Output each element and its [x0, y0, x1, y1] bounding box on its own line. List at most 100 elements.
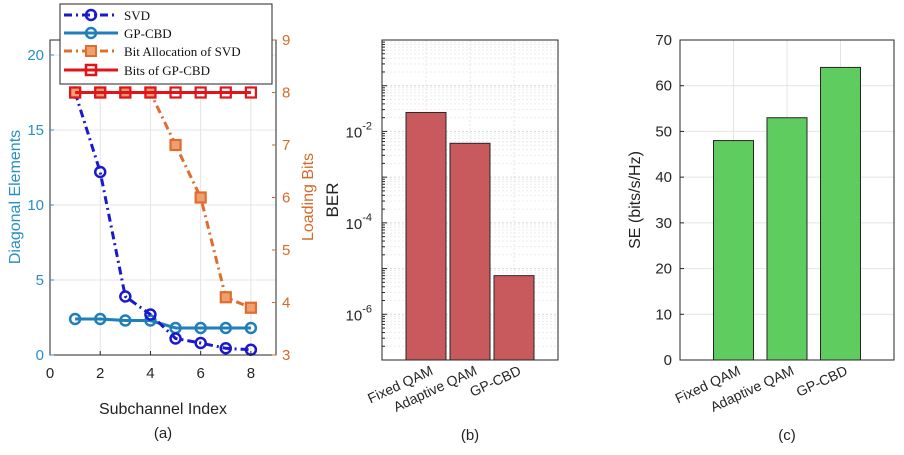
point-bits-gp-cbd: [169, 86, 182, 99]
point-bits-gp-cbd: [69, 86, 82, 99]
caption-a: (a): [154, 425, 172, 442]
y-tick-label: 10: [655, 306, 672, 323]
legend-a: SVD GP-CBD Bit Allocation of SVD Bits of…: [59, 3, 273, 85]
legend-marker-bits-gp-cbd: [84, 63, 98, 77]
plot-frame-b: [381, 39, 559, 361]
y-tick-label: 10-2: [346, 120, 372, 141]
point-bits-gp-cbd: [144, 86, 157, 99]
y-tick-exponent: -6: [362, 303, 372, 315]
legend-entry-bit-allocation-svd: Bit Allocation of SVD: [64, 44, 241, 59]
right-y-tick-label: 7: [282, 137, 290, 154]
y-tick-label: 10-6: [346, 303, 372, 324]
right-y-tick-label: 9: [282, 32, 290, 49]
point-bit-allocation-svd: [194, 191, 207, 204]
point-bit-allocation-svd: [169, 138, 182, 152]
y-tick-label: 70: [655, 32, 672, 49]
y-tick-label: 60: [655, 78, 672, 95]
plot-area-a: [50, 40, 276, 355]
y-tick-base: 10: [346, 307, 363, 324]
right-y-axis-label-a: Loading Bits: [300, 153, 317, 241]
y-tick-exponent: -4: [362, 212, 372, 224]
x-tick-label: 2: [96, 365, 104, 382]
y-tick-label: 10-4: [346, 212, 372, 233]
point-bits-gp-cbd: [194, 86, 207, 99]
y-tick-exponent: -2: [362, 120, 372, 132]
y-tick-label: 40: [655, 169, 672, 186]
y-tick-base: 10: [346, 124, 363, 141]
legend-marker-svd: [84, 8, 98, 22]
y-tick-base: 10: [346, 216, 363, 233]
point-svd: [169, 332, 182, 345]
y-tick-label: 20: [655, 261, 672, 278]
point-gp-cbd: [219, 321, 233, 335]
point-svd: [93, 165, 107, 179]
x-tick-label: 8: [247, 365, 255, 382]
right-y-tick-label: 5: [282, 242, 290, 259]
bars-c: [713, 66, 861, 361]
right-y-tick-label: 8: [282, 85, 290, 102]
y-axis-label-c: SE (bits/s/Hz): [627, 151, 644, 249]
left-y-tick-label: 15: [27, 122, 44, 139]
x-tick-label: 6: [196, 365, 204, 382]
series-line-svd: [73, 92, 251, 352]
bars-b: [405, 111, 535, 361]
left-y-tick-label: 20: [27, 47, 44, 64]
point-gp-cbd: [244, 321, 258, 335]
x-tick-label: GP-CBD: [467, 362, 523, 400]
point-svd: [144, 308, 157, 321]
x-ticks-a: 0 2 4 6 8: [46, 351, 255, 382]
point-bits-gp-cbd: [94, 86, 107, 99]
point-svd: [219, 342, 233, 355]
left-y-axis-label-a: Diagonal Elements: [7, 130, 24, 264]
left-y-ticks-a: 0 5 10 15 20: [27, 47, 54, 364]
point-svd: [119, 290, 132, 303]
y-ticks-b: 10-610-410-2: [346, 120, 372, 324]
point-gp-cbd: [169, 321, 182, 335]
point-bits-gp-cbd: [219, 86, 232, 99]
legend-label-svd: SVD: [124, 8, 150, 23]
right-y-ticks-a: 3 4 5 6 7 8 9: [272, 32, 290, 364]
x-tick-label: 0: [46, 365, 54, 382]
legend-label-bit-allocation-svd: Bit Allocation of SVD: [124, 44, 241, 59]
series-line-bit-allocation-svd: [75, 91, 252, 310]
series-a: [68, 86, 258, 356]
legend-entry-svd: SVD: [64, 8, 150, 23]
right-y-tick-label: 4: [282, 295, 290, 312]
point-gp-cbd: [93, 312, 107, 326]
left-y-tick-label: 5: [36, 272, 44, 289]
y-tick-label: 50: [655, 123, 672, 140]
x-tick-label: GP-CBD: [794, 362, 850, 400]
right-y-tick-label: 3: [282, 347, 290, 364]
legend-marker-gp-cbd: [84, 26, 98, 40]
caption-c: (c): [778, 427, 796, 444]
point-gp-cbd: [119, 314, 132, 327]
caption-b: (b): [461, 427, 479, 444]
bar-ber: [493, 275, 535, 361]
plot-frame-c: [679, 39, 895, 361]
legend-label-bits-gp-cbd: Bits of GP-CBD: [124, 63, 210, 78]
x-tick-label: 4: [146, 365, 154, 382]
bar-ber: [449, 142, 491, 361]
bar-ber: [405, 111, 447, 361]
y-ticks-c: 0 10 20 30 40 50 60 70: [655, 32, 684, 369]
y-tick-label: 30: [655, 215, 672, 232]
point-gp-cbd: [68, 312, 82, 326]
point-svd: [194, 336, 207, 350]
left-y-tick-label: 10: [27, 197, 44, 214]
point-bit-allocation-svd: [219, 291, 232, 304]
left-y-tick-label: 0: [36, 347, 44, 364]
point-bits-gp-cbd: [119, 86, 132, 99]
point-bits-gp-cbd: [244, 86, 257, 99]
point-bit-allocation-svd: [244, 301, 257, 314]
bar-se: [713, 140, 754, 361]
bar-se: [820, 66, 861, 361]
legend-entry-bits-gp-cbd: Bits of GP-CBD: [64, 63, 210, 78]
bar-se: [766, 117, 808, 361]
legend-label-gp-cbd: GP-CBD: [124, 26, 172, 41]
